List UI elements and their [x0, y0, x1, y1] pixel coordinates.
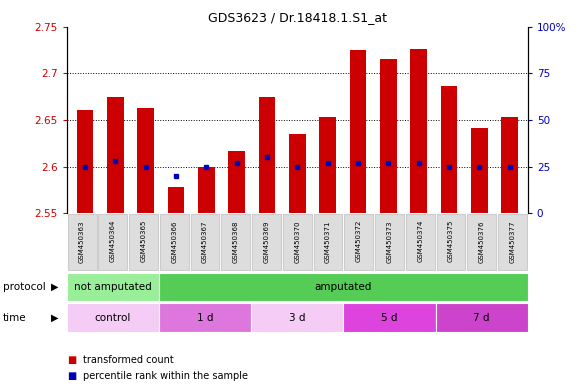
Bar — [168, 187, 184, 213]
Bar — [67, 273, 159, 301]
Bar — [198, 167, 215, 213]
Bar — [350, 50, 366, 213]
Bar — [314, 214, 342, 270]
Text: GSM450371: GSM450371 — [325, 220, 331, 263]
Text: GSM450370: GSM450370 — [294, 220, 300, 263]
Bar — [375, 214, 404, 270]
Bar — [380, 58, 397, 213]
Text: 7 d: 7 d — [473, 313, 490, 323]
Bar — [436, 303, 528, 332]
Bar — [441, 86, 457, 213]
Text: GSM450367: GSM450367 — [202, 220, 208, 263]
Text: transformed count: transformed count — [83, 355, 173, 365]
Bar — [160, 214, 188, 270]
Bar — [229, 151, 245, 213]
Bar — [501, 117, 518, 213]
Text: GSM450368: GSM450368 — [233, 220, 239, 263]
Bar — [251, 303, 343, 332]
Bar — [159, 273, 528, 301]
Bar — [252, 214, 281, 270]
Text: GSM450372: GSM450372 — [356, 220, 362, 262]
Text: ▶: ▶ — [50, 313, 58, 323]
Bar — [222, 214, 250, 270]
Bar — [467, 214, 496, 270]
Text: GSM450376: GSM450376 — [478, 220, 485, 263]
Text: amputated: amputated — [315, 282, 372, 292]
Text: ▶: ▶ — [50, 282, 58, 292]
Text: time: time — [3, 313, 27, 323]
Bar — [137, 108, 154, 213]
Bar — [289, 134, 306, 213]
Text: 5 d: 5 d — [381, 313, 398, 323]
Bar — [99, 214, 127, 270]
Bar — [471, 128, 488, 213]
Text: GSM450366: GSM450366 — [171, 220, 177, 263]
Text: percentile rank within the sample: percentile rank within the sample — [83, 371, 248, 381]
Bar — [283, 214, 311, 270]
Text: not amputated: not amputated — [74, 282, 152, 292]
Text: GSM450363: GSM450363 — [79, 220, 85, 263]
Title: GDS3623 / Dr.18418.1.S1_at: GDS3623 / Dr.18418.1.S1_at — [208, 11, 387, 24]
Bar — [345, 214, 373, 270]
Bar — [406, 214, 434, 270]
Text: protocol: protocol — [3, 282, 46, 292]
Bar — [410, 49, 427, 213]
Text: GSM450373: GSM450373 — [386, 220, 393, 263]
Bar — [343, 303, 436, 332]
Text: 1 d: 1 d — [197, 313, 213, 323]
Bar — [159, 303, 251, 332]
Text: GSM450365: GSM450365 — [140, 220, 147, 262]
Bar — [129, 214, 158, 270]
Text: 3 d: 3 d — [289, 313, 306, 323]
Bar — [319, 117, 336, 213]
Text: GSM450375: GSM450375 — [448, 220, 454, 262]
Text: control: control — [95, 313, 131, 323]
Bar — [191, 214, 219, 270]
Bar — [437, 214, 465, 270]
Bar — [498, 214, 527, 270]
Text: ■: ■ — [67, 371, 76, 381]
Bar — [107, 97, 124, 213]
Text: GSM450377: GSM450377 — [509, 220, 516, 263]
Text: GSM450369: GSM450369 — [263, 220, 270, 263]
Text: GSM450364: GSM450364 — [110, 220, 116, 262]
Bar — [77, 110, 93, 213]
Text: ■: ■ — [67, 355, 76, 365]
Bar — [68, 214, 96, 270]
Bar — [67, 303, 159, 332]
Bar — [259, 97, 276, 213]
Text: GSM450374: GSM450374 — [417, 220, 423, 262]
